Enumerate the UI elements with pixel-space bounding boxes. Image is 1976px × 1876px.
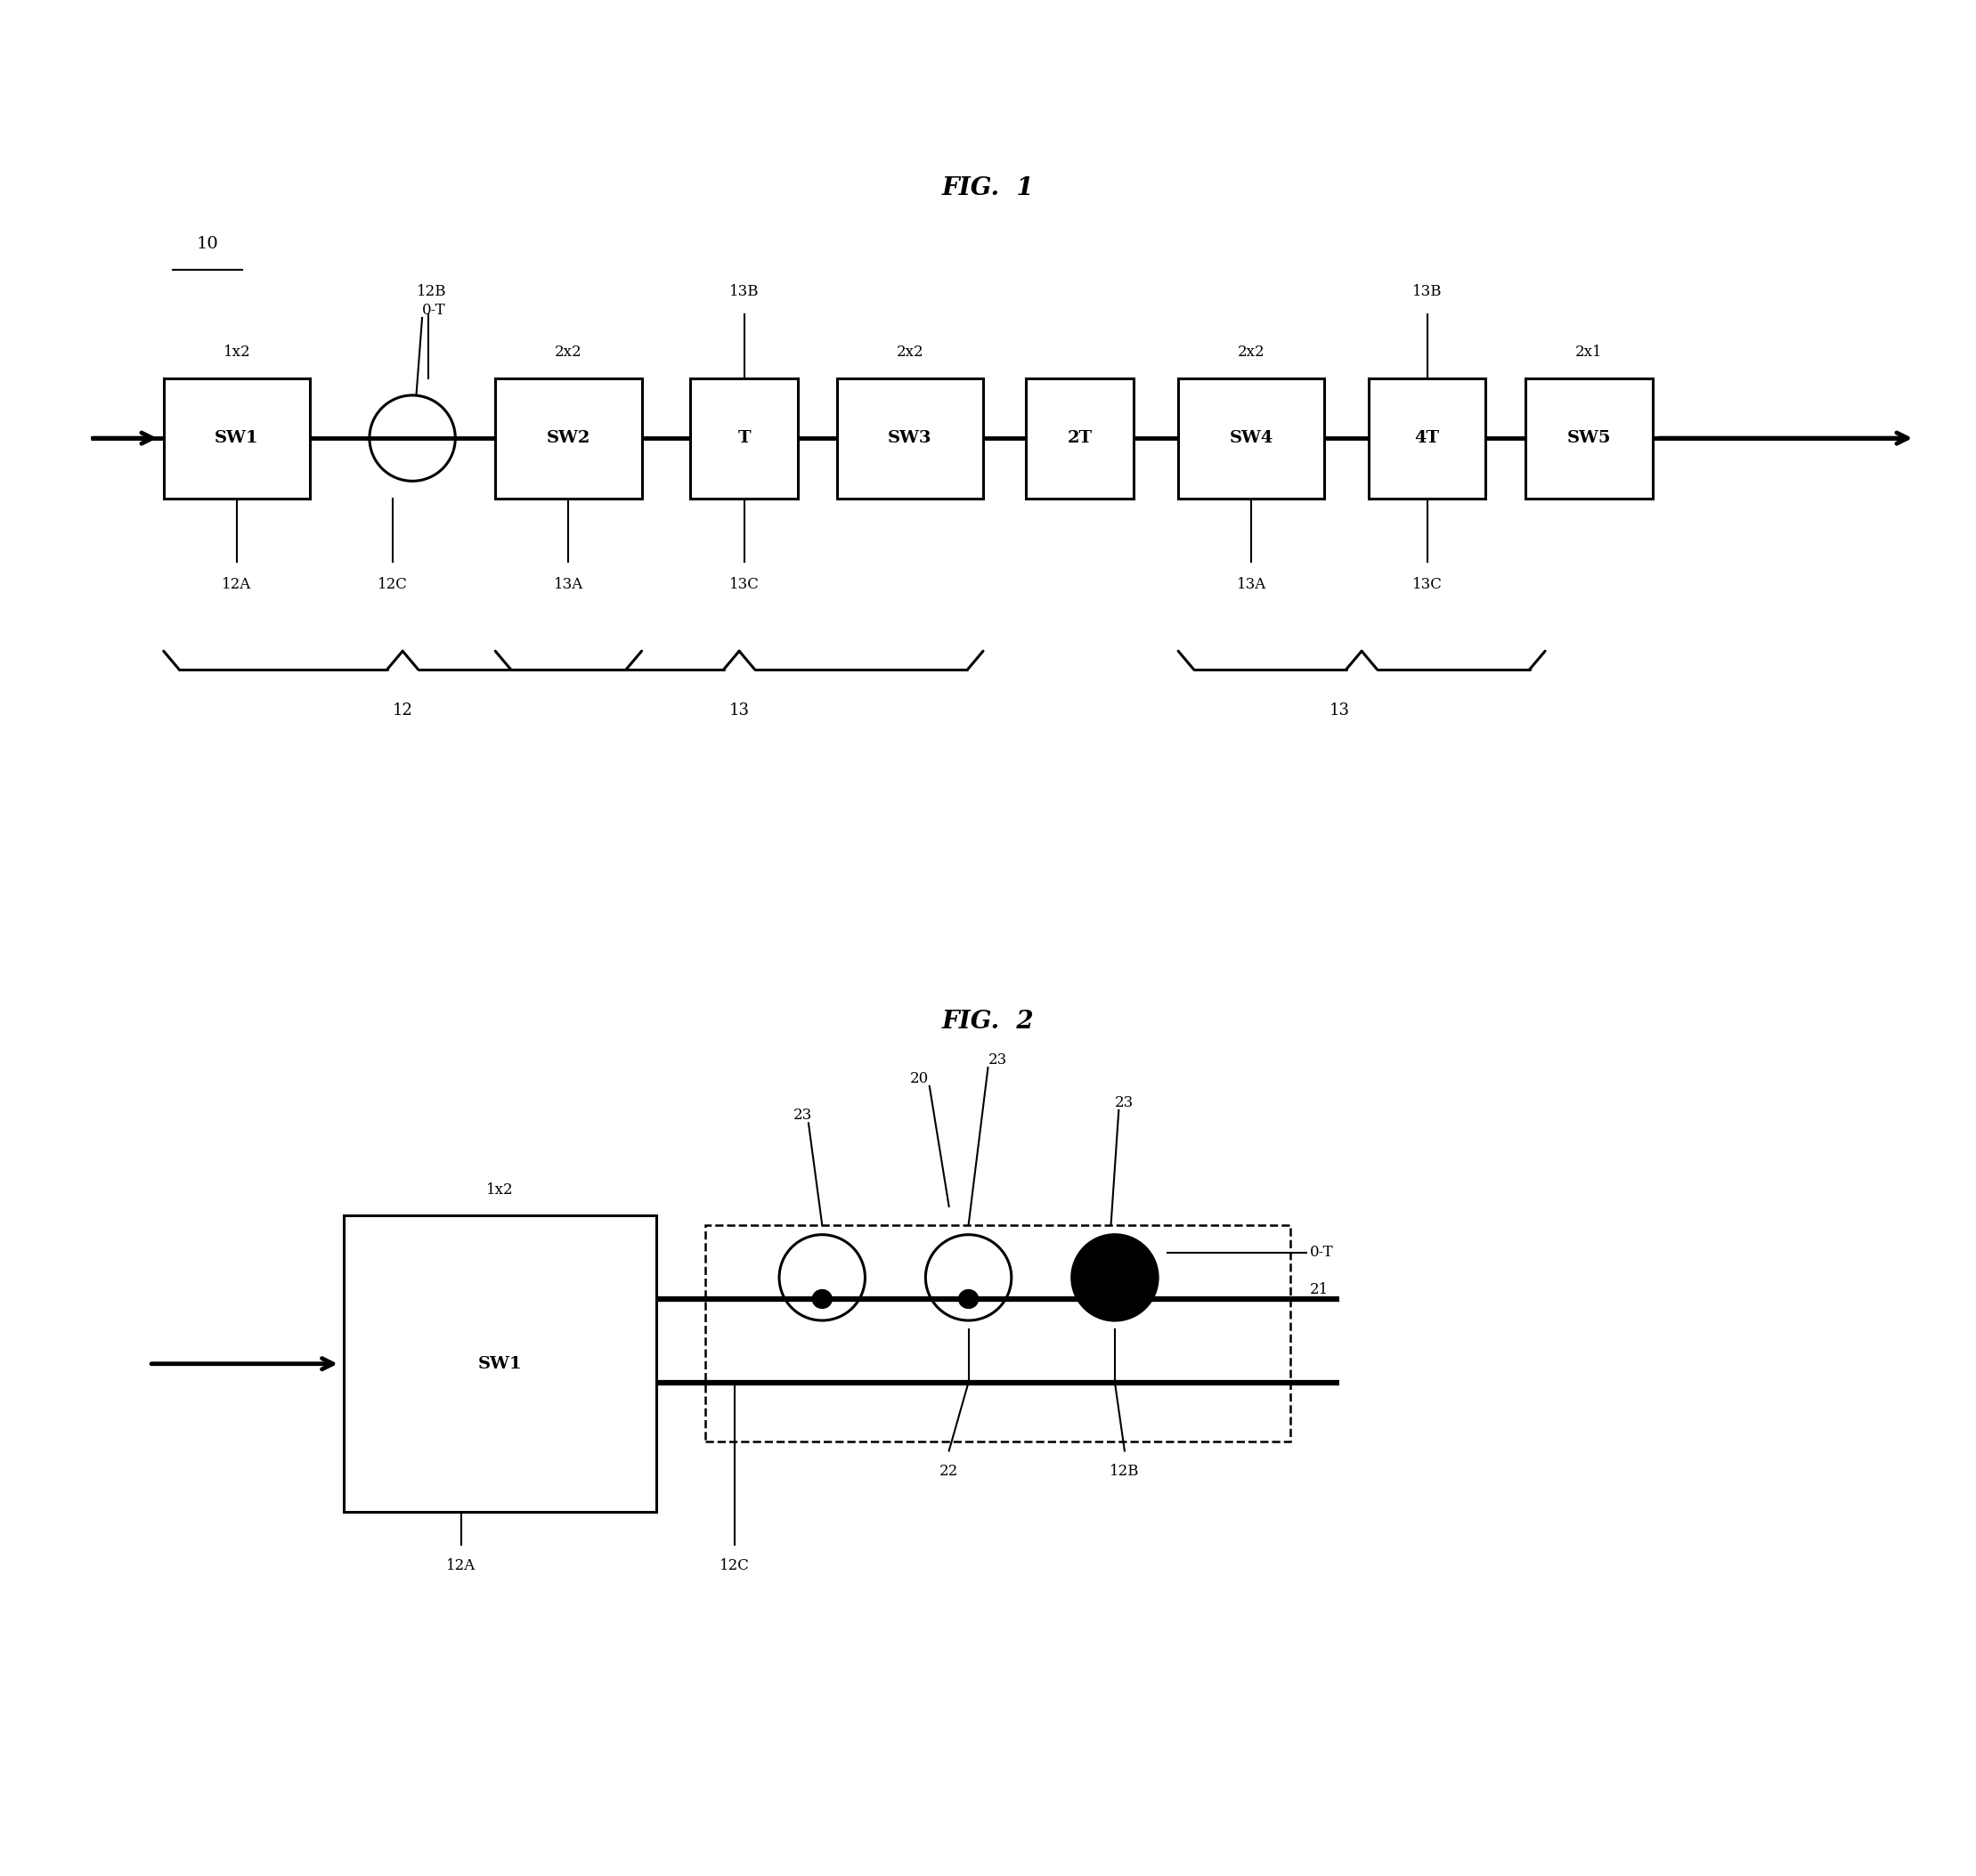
Text: 23: 23 <box>988 1052 1008 1067</box>
Text: 13A: 13A <box>553 578 583 593</box>
Text: 12B: 12B <box>417 283 447 300</box>
FancyBboxPatch shape <box>1178 377 1324 499</box>
Text: SW3: SW3 <box>887 430 933 446</box>
Text: 13C: 13C <box>1413 578 1442 593</box>
Text: 13A: 13A <box>1237 578 1267 593</box>
Text: 0-T: 0-T <box>1310 1246 1334 1261</box>
Text: 23: 23 <box>1114 1096 1134 1111</box>
Text: 21: 21 <box>1310 1281 1330 1298</box>
Text: 12C: 12C <box>719 1559 749 1574</box>
FancyBboxPatch shape <box>1525 377 1652 499</box>
FancyBboxPatch shape <box>690 377 798 499</box>
Text: T: T <box>737 430 751 446</box>
Circle shape <box>1105 1289 1124 1308</box>
Text: SW2: SW2 <box>547 430 591 446</box>
Ellipse shape <box>1071 1234 1158 1321</box>
Text: 2x2: 2x2 <box>555 345 583 360</box>
Text: 22: 22 <box>939 1463 958 1478</box>
Text: 2T: 2T <box>1067 430 1093 446</box>
FancyBboxPatch shape <box>164 377 310 499</box>
Text: 12C: 12C <box>377 578 407 593</box>
Text: 13C: 13C <box>729 578 759 593</box>
Text: 13: 13 <box>729 704 749 719</box>
Text: 12A: 12A <box>221 578 251 593</box>
Text: 10: 10 <box>196 236 219 251</box>
Text: 4T: 4T <box>1415 430 1441 446</box>
Text: SW5: SW5 <box>1567 430 1610 446</box>
Text: 2x1: 2x1 <box>1575 345 1603 360</box>
Text: 12A: 12A <box>447 1559 476 1574</box>
Text: 13B: 13B <box>1413 283 1442 300</box>
Text: 12: 12 <box>393 704 413 719</box>
FancyBboxPatch shape <box>1026 377 1134 499</box>
FancyBboxPatch shape <box>836 377 984 499</box>
Circle shape <box>812 1289 832 1308</box>
Text: 13B: 13B <box>729 283 759 300</box>
Text: SW1: SW1 <box>478 1356 522 1371</box>
Text: SW1: SW1 <box>215 430 259 446</box>
Text: 2x2: 2x2 <box>1237 345 1265 360</box>
Text: FIG.  1: FIG. 1 <box>943 176 1033 201</box>
Text: 1x2: 1x2 <box>486 1182 514 1197</box>
Text: 0-T: 0-T <box>423 302 447 317</box>
Circle shape <box>958 1289 978 1308</box>
Text: 2x2: 2x2 <box>897 345 923 360</box>
Text: FIG.  2: FIG. 2 <box>943 1009 1033 1034</box>
FancyBboxPatch shape <box>344 1216 656 1512</box>
Text: 1x2: 1x2 <box>223 345 251 360</box>
Text: 23: 23 <box>792 1109 812 1124</box>
FancyBboxPatch shape <box>496 377 642 499</box>
FancyBboxPatch shape <box>1369 377 1486 499</box>
Text: 12B: 12B <box>1111 1463 1140 1478</box>
Text: 20: 20 <box>911 1071 929 1086</box>
Text: 13: 13 <box>1330 704 1350 719</box>
Text: SW4: SW4 <box>1229 430 1273 446</box>
